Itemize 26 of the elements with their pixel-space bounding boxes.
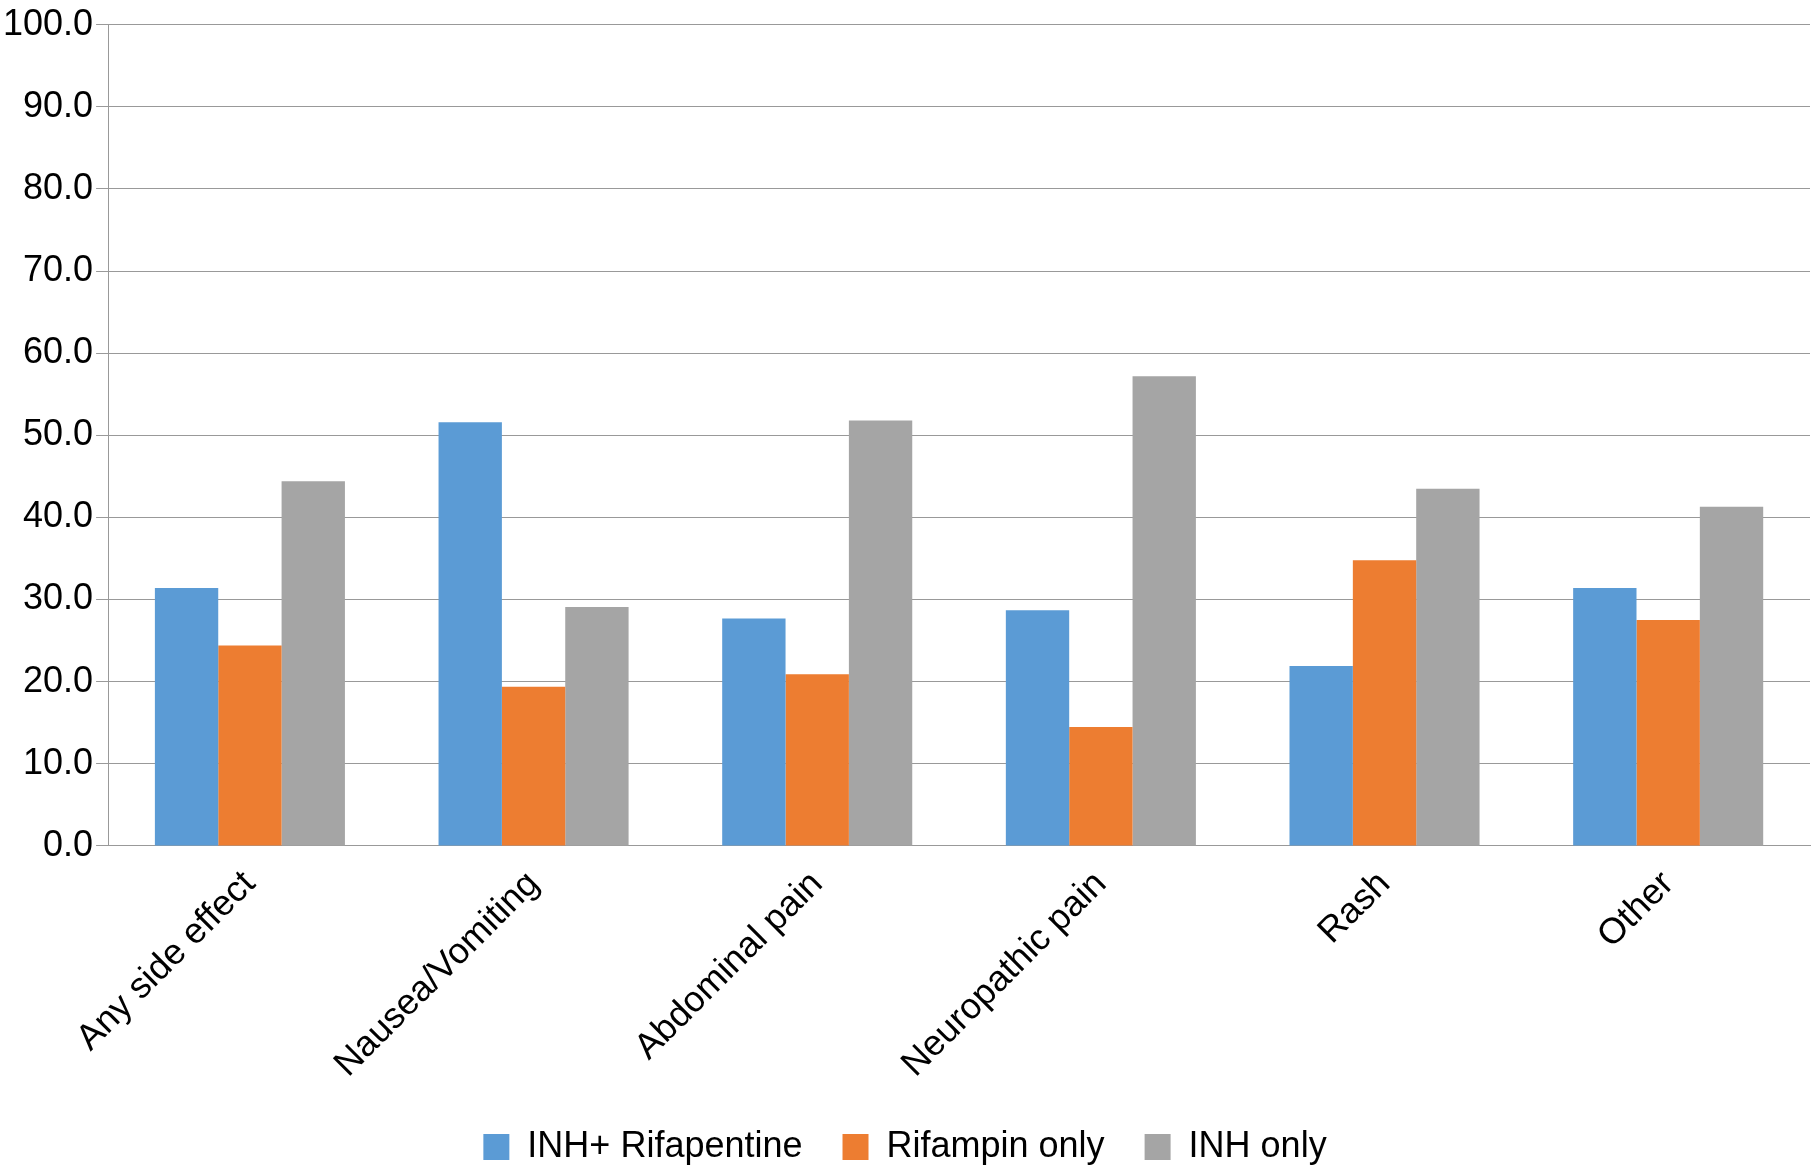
bar [501,686,566,846]
y-tick-label: 30.0 [23,576,94,618]
bar [1636,620,1700,846]
y-tick-label: 50.0 [23,412,94,454]
y-tick-label: 80.0 [23,165,94,207]
bar [785,674,849,846]
legend-label: Rifampin only [886,1123,1105,1165]
legend-label: INH only [1188,1123,1327,1165]
legend-label: INH+ Rifapentine [527,1123,803,1165]
bar [438,422,502,846]
bar [154,588,219,846]
y-tick-label: 60.0 [23,330,94,372]
y-tick-label: 100.0 [2,1,94,43]
y-tick-label: 20.0 [23,658,94,700]
y-tick-label: 10.0 [23,740,94,782]
bar [1289,666,1353,846]
bar [218,645,282,846]
y-tick-label: 40.0 [23,494,94,536]
y-tick-label: 0.0 [43,822,94,864]
bar [1069,726,1133,846]
bar [1352,560,1417,846]
bar [1005,610,1070,846]
bar [1573,588,1637,846]
bar [722,618,786,846]
y-tick-label: 70.0 [23,247,94,289]
y-tick-label: 90.0 [23,83,94,125]
